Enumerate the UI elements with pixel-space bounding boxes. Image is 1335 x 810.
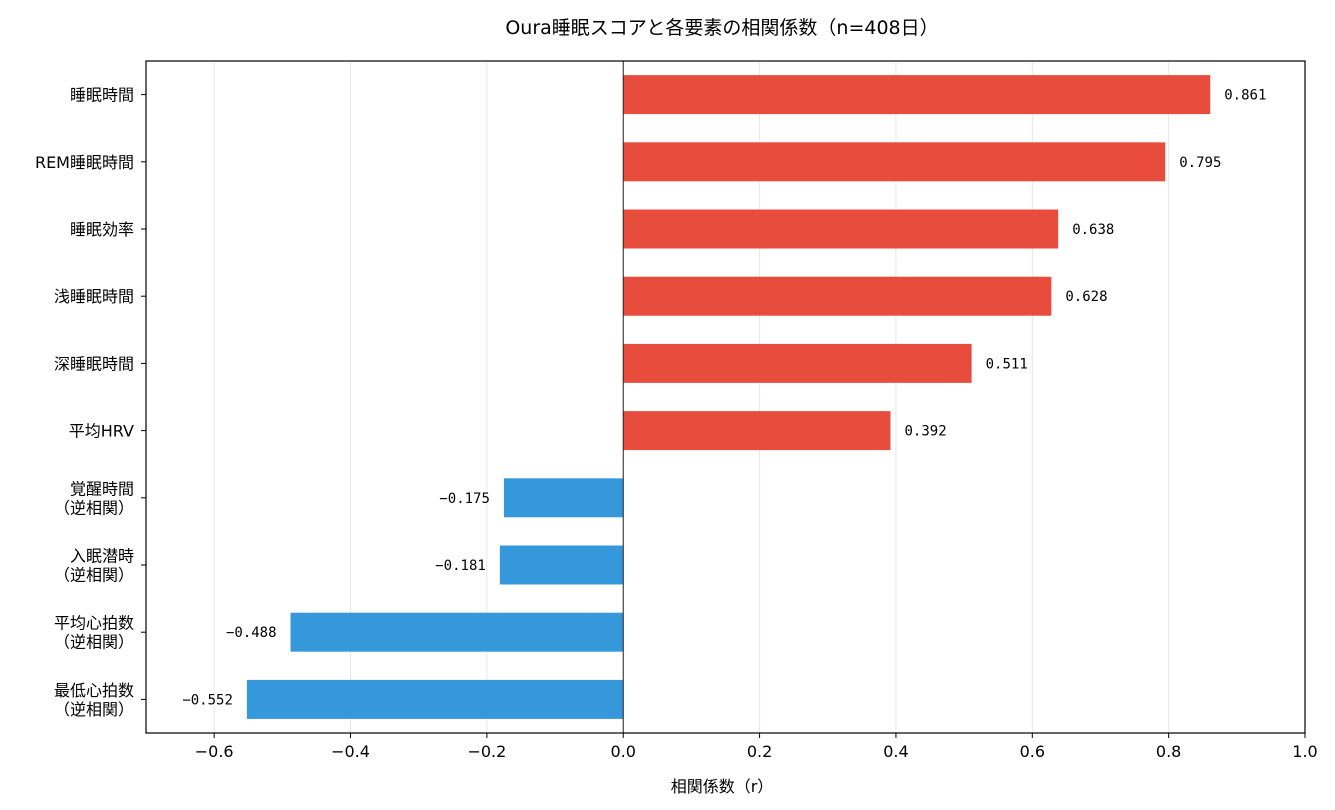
data-label: −0.181 xyxy=(435,558,486,574)
x-axis-label: 相関係数（r） xyxy=(671,777,774,796)
x-tick-label: 0.4 xyxy=(883,742,908,761)
x-tick-label: −0.2 xyxy=(467,742,506,761)
data-label: 0.638 xyxy=(1072,222,1114,238)
category-label: 平均心拍数 xyxy=(54,614,134,633)
x-tick-label: −0.6 xyxy=(195,742,234,761)
bar xyxy=(623,411,891,451)
bars xyxy=(246,75,1211,719)
y-axis-ticks: 睡眠時間REM睡眠時間睡眠効率浅睡眠時間深睡眠時間平均HRV覚醒時間（逆相関）入… xyxy=(35,86,146,719)
x-tick-label: 1.0 xyxy=(1292,742,1317,761)
data-label: 0.795 xyxy=(1179,155,1221,171)
data-label: −0.488 xyxy=(226,625,277,641)
bar xyxy=(246,679,624,719)
bar xyxy=(503,478,624,518)
category-label: 睡眠効率 xyxy=(70,220,134,239)
category-label: （逆相関） xyxy=(54,700,134,719)
bar xyxy=(290,612,624,652)
category-label: （逆相関） xyxy=(54,498,134,517)
x-tick-label: −0.4 xyxy=(331,742,370,761)
plot-frame xyxy=(145,60,1306,734)
data-label: 0.861 xyxy=(1224,88,1266,104)
data-label: −0.552 xyxy=(182,692,233,708)
category-label: 入眠潜時 xyxy=(70,547,134,566)
data-label: 0.511 xyxy=(986,356,1028,372)
category-label: （逆相関） xyxy=(54,633,134,652)
x-tick-label: 0.8 xyxy=(1156,742,1181,761)
bar xyxy=(623,343,972,383)
category-label: 覚醒時間 xyxy=(70,479,134,498)
x-tick-label: 0.6 xyxy=(1020,742,1045,761)
data-label: 0.392 xyxy=(904,424,946,440)
category-label: （逆相関） xyxy=(54,566,134,585)
category-label: 睡眠時間 xyxy=(70,86,134,105)
x-axis-ticks: −0.6 −0.4 −0.2 0.0 0.2 0.4 0.6 0.8 1.0 xyxy=(195,733,1318,761)
bar xyxy=(623,142,1166,182)
bar xyxy=(499,545,624,585)
bar xyxy=(623,75,1211,115)
x-tick-label: 0.2 xyxy=(747,742,772,761)
category-label: 平均HRV xyxy=(69,422,134,441)
bar xyxy=(623,276,1052,316)
category-label: 浅睡眠時間 xyxy=(54,287,134,306)
category-label: REM睡眠時間 xyxy=(35,153,134,172)
chart-title: Oura睡眠スコアと各要素の相関係数（n=408日） xyxy=(505,17,938,39)
data-labels: 0.861 0.795 0.638 0.628 0.511 0.392 −0.175 −0.1… xyxy=(182,88,1266,709)
data-label: 0.628 xyxy=(1065,289,1107,305)
category-label: 最低心拍数 xyxy=(54,681,134,700)
x-tick-label: 0.0 xyxy=(611,742,636,761)
bar xyxy=(623,209,1059,249)
data-label: −0.175 xyxy=(439,491,490,507)
category-label: 深睡眠時間 xyxy=(54,354,134,373)
